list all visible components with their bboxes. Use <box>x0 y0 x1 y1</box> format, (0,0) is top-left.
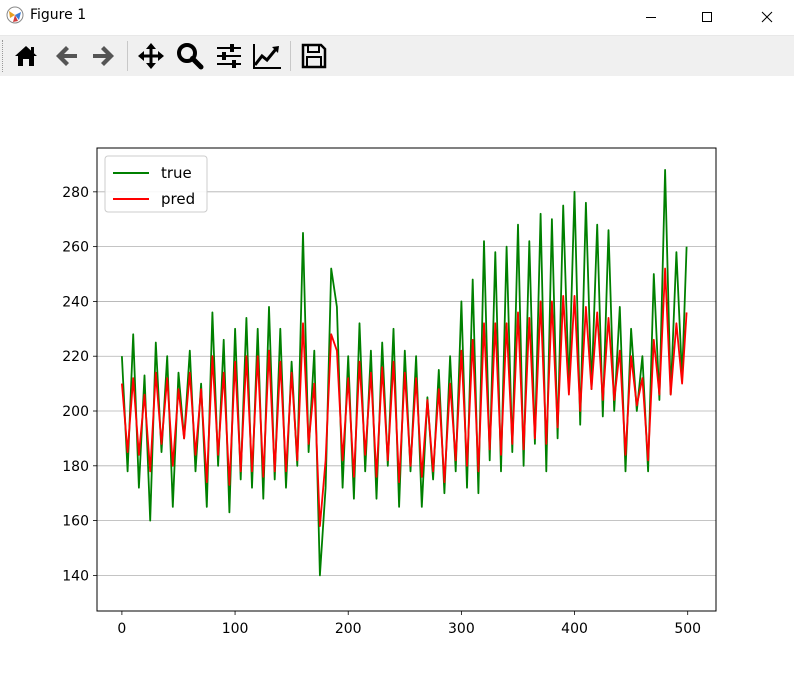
x-tick-label: 500 <box>674 621 701 637</box>
x-tick-label: 300 <box>448 621 475 637</box>
toolbar-separator <box>290 41 291 71</box>
y-tick-label: 220 <box>62 349 89 365</box>
y-tick-label: 140 <box>62 568 89 584</box>
maximize-button[interactable] <box>684 0 730 33</box>
axes-frame <box>96 147 717 612</box>
maximize-icon <box>702 11 712 22</box>
y-tick-label: 280 <box>62 185 89 201</box>
x-tick-label: 100 <box>222 621 249 637</box>
zoom-button[interactable] <box>174 40 206 72</box>
x-tick-label: 200 <box>335 621 362 637</box>
forward-arrow-icon <box>93 46 114 66</box>
app-icon <box>6 6 24 24</box>
y-tick-label: 200 <box>62 404 89 420</box>
legend-label-true: true <box>161 164 192 182</box>
y-tick-label: 240 <box>62 294 89 310</box>
legend-label-pred: pred <box>161 190 195 208</box>
configure-subplots-icon <box>217 44 241 68</box>
configure-subplots-button[interactable] <box>213 40 245 72</box>
y-tick-label: 160 <box>62 514 89 530</box>
close-button[interactable] <box>744 0 790 33</box>
toolbar-grip <box>2 40 5 72</box>
save-icon <box>301 43 327 69</box>
back-button[interactable] <box>50 40 82 72</box>
y-tick-label: 260 <box>62 240 89 256</box>
back-arrow-icon <box>56 46 77 66</box>
line-chart: 140 160 180 200 220 240 260 280 0 100 200 300 400 500… <box>62 147 717 637</box>
window-title: Figure 1 <box>30 7 87 23</box>
pan-icon <box>138 43 164 69</box>
series-line-pred <box>121 267 688 528</box>
minimize-icon <box>646 16 656 18</box>
y-tick-label: 180 <box>62 459 89 475</box>
edit-axis-icon <box>253 44 281 69</box>
close-icon <box>761 11 773 22</box>
x-tick-label: 0 <box>117 621 126 637</box>
toolbar-separator <box>127 41 128 71</box>
title-bar: Figure 1 <box>0 0 794 33</box>
edit-axis-button[interactable] <box>251 40 283 72</box>
minimize-button[interactable] <box>628 0 674 33</box>
toolbar <box>0 35 794 77</box>
home-button[interactable] <box>10 40 42 72</box>
x-tick-label: 400 <box>561 621 588 637</box>
save-button[interactable] <box>298 40 330 72</box>
figure-canvas[interactable]: 140 160 180 200 220 240 260 280 0 100 200 300 400 500… <box>0 76 794 675</box>
pan-button[interactable] <box>135 40 167 72</box>
forward-button[interactable] <box>88 40 120 72</box>
zoom-icon <box>177 43 204 70</box>
home-icon <box>15 46 37 66</box>
